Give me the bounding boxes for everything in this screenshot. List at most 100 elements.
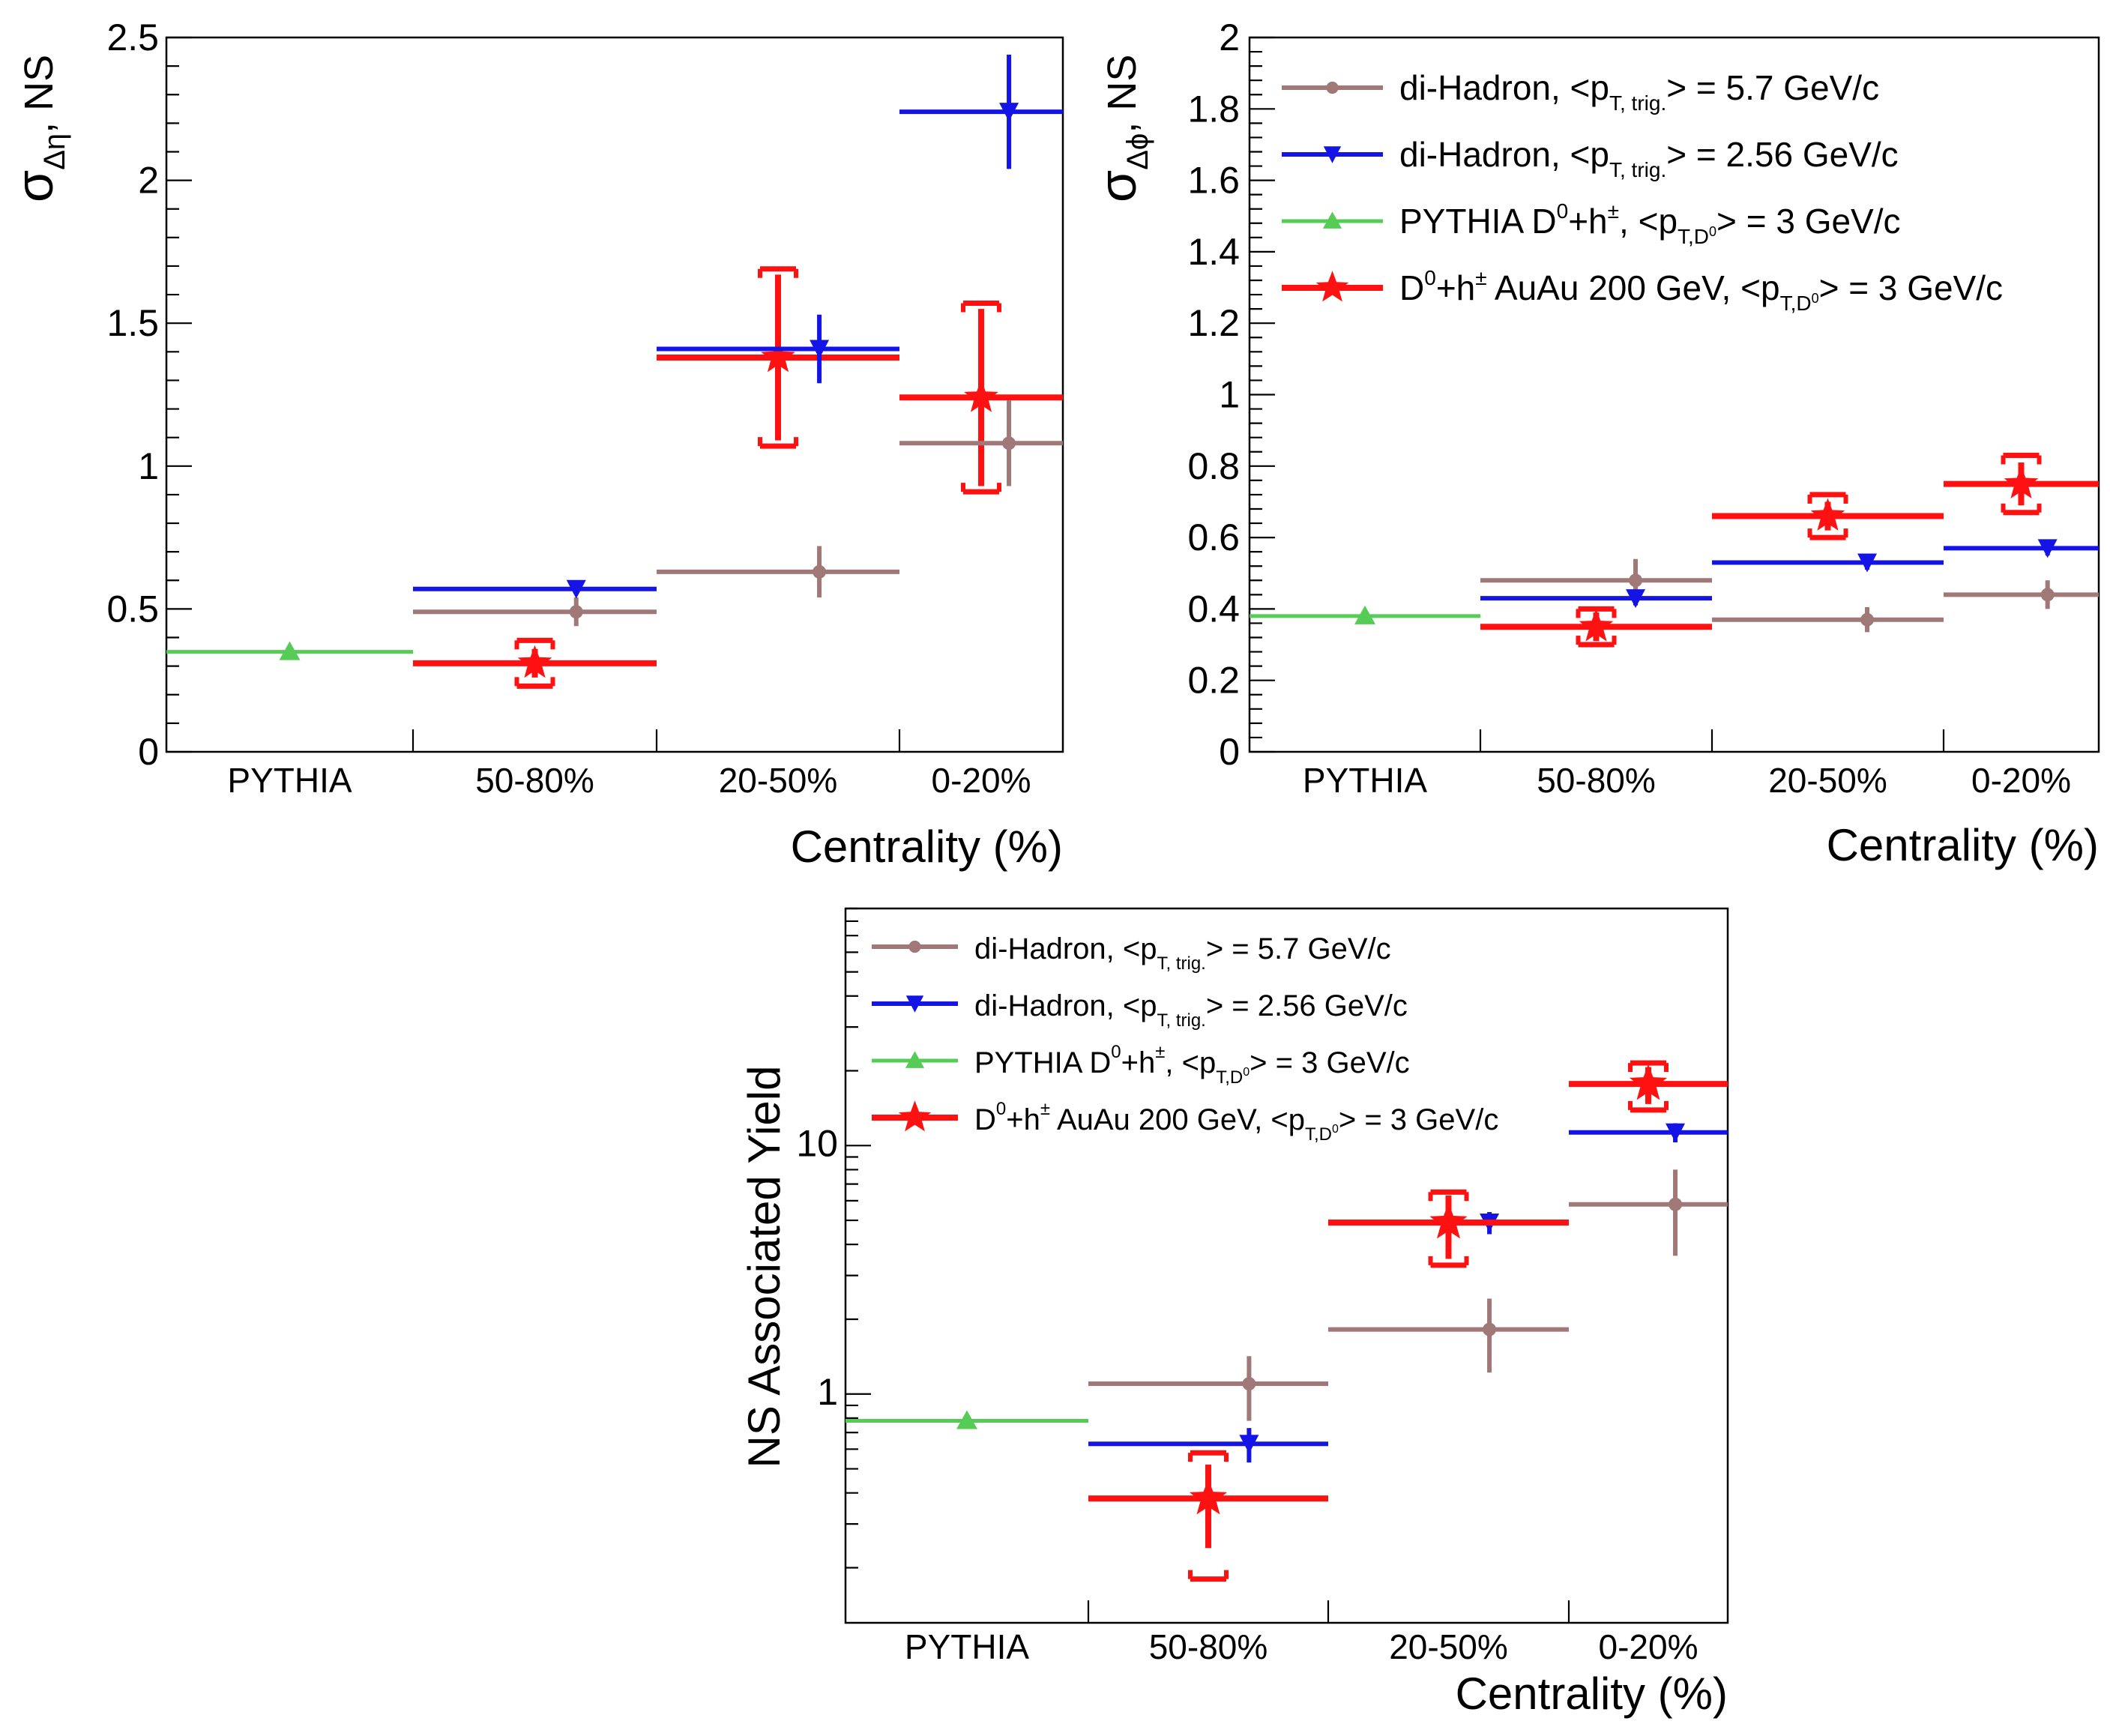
marker-triangle-down: [566, 579, 586, 599]
data-point: [1328, 1298, 1569, 1373]
legend-text: AuAu 200 GeV, <p: [1487, 268, 1780, 307]
data-point: [899, 54, 1063, 169]
series-diHadron256: [1480, 539, 2099, 609]
legend-entry-diHadron256: di-Hadron, <pT, trig.> = 2.56 GeV/c: [872, 989, 1408, 1031]
data-point: [413, 579, 657, 599]
legend-text: +h: [1121, 1046, 1156, 1079]
legend-text: > = 3 GeV/c: [1819, 268, 2003, 307]
legend-text: AuAu 200 GeV, <p: [1050, 1103, 1305, 1136]
marker-triangle-down: [2037, 539, 2058, 558]
y-tick-label: 0.2: [1187, 660, 1240, 702]
x-axis-title: Centrality (%): [1827, 820, 2099, 870]
panel-sigma-dphi: 0 0.2 0.4 0.6 0.8 1 1.2 1.4 1.6 1.8 2 PYTHIA 50-80% 2…: [1088, 16, 2100, 870]
marker-circle: [1860, 612, 1875, 627]
legend-text: di-Hadron, <p: [974, 932, 1157, 965]
legend-text: di-Hadron, <p: [1399, 68, 1609, 107]
y-tick-label: 0.5: [106, 588, 159, 630]
legend-subsup: 0: [1812, 291, 1819, 306]
x-category-label: PYTHIA: [227, 761, 352, 800]
marker-star: [1629, 1064, 1668, 1100]
y-axis-title: σΔϕ, NS: [1088, 55, 1154, 202]
data-point: [845, 1410, 1088, 1429]
marker-star: [898, 1100, 932, 1132]
y-tick-label: 0.4: [1187, 588, 1240, 630]
data-point: [1944, 539, 2099, 558]
legend-sup: ±: [1475, 266, 1486, 289]
legend-text: D: [974, 1103, 996, 1136]
legend-entry-diHadron256: di-Hadron, <pT, trig.> = 2.56 GeV/c: [1282, 135, 1899, 181]
marker-circle: [1002, 436, 1016, 450]
legend: di-Hadron, <pT, trig.> = 5.7 GeV/cdi-Had…: [1282, 68, 2003, 315]
series-diHadron256: [413, 54, 1063, 599]
legend-entry-auau: D0+h± AuAu 200 GeV, <pT,D0> = 3 GeV/c: [872, 1099, 1498, 1145]
legend-text: , <p: [1619, 202, 1678, 241]
data-point: [899, 301, 1063, 495]
y-axis-title-tail: , NS: [1100, 55, 1145, 133]
marker-star: [2004, 465, 2039, 498]
data-point: [1712, 607, 1944, 633]
legend-sup: ±: [1608, 199, 1619, 223]
marker-star: [964, 379, 998, 412]
marker-triangle-down: [999, 103, 1019, 122]
y-axis-title-sub: Δη: [38, 133, 71, 170]
legend-text: > = 5.7 GeV/c: [1666, 68, 1879, 107]
marker-circle: [1242, 1377, 1256, 1391]
y-tick-label: 0: [138, 731, 159, 773]
marker-circle: [813, 564, 827, 579]
legend-sub: T,D: [1678, 225, 1709, 248]
legend-text: > = 2.56 GeV/c: [1666, 135, 1898, 174]
data-point: [657, 546, 899, 598]
marker-triangle-down: [1239, 1435, 1259, 1454]
panel-ns-yield: 1 10 PYTHIA 50-80% 20-50% 0-20%Centrality (%)…: [739, 907, 1729, 1719]
legend-subsup: 0: [1243, 1066, 1250, 1079]
legend-text: +h: [1436, 268, 1475, 307]
marker-circle: [1629, 573, 1643, 588]
marker-triangle-down: [1323, 146, 1342, 163]
marker-circle: [569, 605, 583, 619]
series-auau: [1480, 453, 2099, 648]
x-category-label: 0-20%: [932, 761, 1031, 800]
y-tick-label: 1: [1219, 374, 1240, 416]
y-tick-label: 10: [796, 1122, 838, 1164]
legend-label: di-Hadron, <pT, trig.> = 2.56 GeV/c: [1399, 135, 1899, 181]
data-point: [1712, 553, 1944, 573]
y-tick-label: 2.5: [106, 16, 159, 58]
data-point: [1250, 605, 1480, 624]
legend-text: , <p: [1165, 1046, 1216, 1079]
x-category-label: 50-80%: [1537, 761, 1656, 800]
data-point: [1944, 580, 2099, 609]
legend-text: > = 5.7 GeV/c: [1206, 932, 1391, 965]
data-point: [1480, 589, 1712, 609]
marker-star: [1810, 498, 1845, 531]
legend-sub: T,D: [1305, 1124, 1332, 1145]
marker-triangle-up: [279, 641, 301, 660]
y-tick-label: 0: [1219, 731, 1240, 773]
legend-sub: T,D: [1216, 1067, 1243, 1088]
legend-text: > = 3 GeV/c: [1339, 1103, 1498, 1136]
marker-star: [1315, 271, 1349, 302]
legend-entry-auau: D0+h± AuAu 200 GeV, <pT,D0> = 3 GeV/c: [1282, 266, 2003, 315]
legend-sup: ±: [1155, 1042, 1165, 1062]
legend-text: PYTHIA D: [974, 1046, 1111, 1079]
marker-circle: [2040, 588, 2055, 602]
legend-entry-diHadron57: di-Hadron, <pT, trig.> = 5.7 GeV/c: [1282, 68, 1879, 115]
y-axis-title: NS Associated Yield: [739, 1066, 789, 1468]
legend-sup: 0: [1424, 266, 1436, 289]
legend-text: > = 3 GeV/c: [1716, 202, 1900, 241]
marker-triangle-up: [905, 1051, 925, 1068]
x-category-label: 0-20%: [1599, 1627, 1698, 1666]
marker-circle: [1669, 1197, 1683, 1211]
y-tick-label: 1: [138, 445, 159, 487]
legend-sub: T,D: [1780, 292, 1812, 315]
data-point: [657, 266, 899, 449]
x-axis-title: Centrality (%): [1456, 1669, 1728, 1719]
legend-subsup: 0: [1709, 224, 1716, 239]
marker-star: [517, 645, 552, 678]
data-point: [413, 637, 657, 689]
legend-entry-pythia: PYTHIA D0+h±, <pT,D0> = 3 GeV/c: [872, 1042, 1410, 1088]
y-tick-label: 2: [1219, 16, 1240, 58]
data-point: [1944, 453, 2099, 516]
legend-label: D0+h± AuAu 200 GeV, <pT,D0> = 3 GeV/c: [1399, 266, 2003, 315]
marker-star: [1429, 1202, 1468, 1239]
x-axis-title: Centrality (%): [791, 822, 1063, 872]
